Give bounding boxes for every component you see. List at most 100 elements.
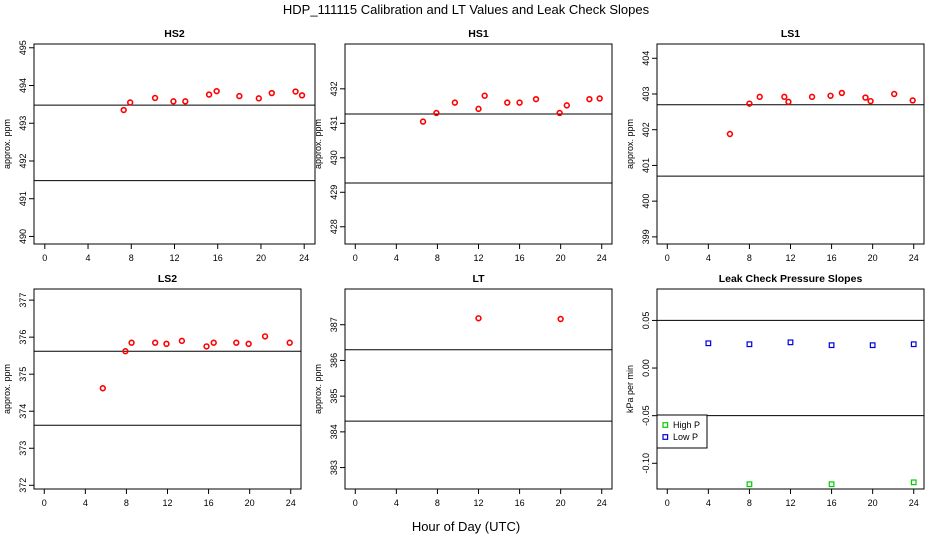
x-tick-label: 24 <box>286 498 296 508</box>
x-tick-label: 20 <box>868 253 878 263</box>
data-point <box>808 93 816 101</box>
y-tick-label: 403 <box>641 86 651 101</box>
x-tick-label: 0 <box>665 498 670 508</box>
data-point <box>245 340 252 348</box>
x-tick-label: 4 <box>83 498 88 508</box>
legend-label: High P <box>673 420 700 430</box>
y-tick-label: 385 <box>329 389 339 404</box>
x-tick-label: 0 <box>42 498 47 508</box>
data-point <box>292 88 299 95</box>
data-point <box>151 94 159 102</box>
y-tick-label: 429 <box>329 185 339 200</box>
panels: HS2 approx. ppm 0 4 8 12 16 20 24 490 491 492 493 494… <box>2 28 925 508</box>
data-point <box>910 341 917 348</box>
data-point <box>746 341 753 348</box>
data-point <box>255 95 262 102</box>
x-tick-label: 20 <box>556 253 566 263</box>
x-tick-label: 24 <box>909 253 919 263</box>
panel-title: LS1 <box>781 28 800 40</box>
data-point <box>182 98 189 105</box>
data-point <box>122 348 129 355</box>
y-tick-label: 373 <box>18 441 28 456</box>
x-tick-label: 24 <box>597 253 607 263</box>
data-point <box>233 339 240 346</box>
data-point <box>563 102 571 109</box>
y-tick-label: 384 <box>329 424 339 439</box>
data-point <box>475 315 482 322</box>
x-tick-label: 20 <box>245 498 255 508</box>
y-tick-label: 374 <box>18 404 28 419</box>
data-point <box>205 91 213 98</box>
x-tick-label: 4 <box>706 253 711 263</box>
data-point <box>286 339 293 346</box>
data-point <box>557 315 564 323</box>
plot-frame <box>33 43 316 245</box>
data-point <box>838 89 846 97</box>
figure-title: HDP_111115 Calibration and LT Values and… <box>283 2 650 17</box>
panel-title: HS2 <box>164 28 185 40</box>
data-point <box>433 109 440 117</box>
data-point <box>867 97 874 105</box>
plot-frame <box>656 288 925 490</box>
plot-frame <box>656 43 925 245</box>
y-tick-label: 404 <box>641 51 651 66</box>
y-tick-label: -0.10 <box>641 453 651 474</box>
x-tick-label: 0 <box>42 253 47 263</box>
data-point <box>556 109 563 117</box>
y-tick-label: 375 <box>18 367 28 382</box>
y-tick-label: 491 <box>18 191 28 206</box>
panel-hs1: HS1 approx. ppm 0 4 8 12 16 20 24 428 429 430 431 432 <box>313 28 613 263</box>
x-tick-label: 8 <box>124 498 129 508</box>
y-axis-label: approx. ppm <box>2 119 12 169</box>
x-tick-label: 4 <box>86 253 91 263</box>
x-tick-label: 8 <box>747 253 752 263</box>
y-axis-label: approx. ppm <box>313 364 323 414</box>
legend-box <box>656 414 708 449</box>
data-point <box>475 105 482 113</box>
data-point <box>516 99 523 106</box>
x-tick-label: 12 <box>785 498 795 508</box>
x-tick-label: 8 <box>129 253 134 263</box>
y-tick-label: 428 <box>329 219 339 234</box>
data-point <box>909 97 916 104</box>
panel-title: LS2 <box>158 273 177 285</box>
figure-x-axis-label: Hour of Day (UTC) <box>412 519 520 534</box>
y-tick-label: 383 <box>329 460 339 475</box>
x-tick-label: 24 <box>299 253 309 263</box>
panel-hs2: HS2 approx. ppm 0 4 8 12 16 20 24 490 491 492 493 494… <box>2 28 316 263</box>
y-tick-label: 493 <box>18 116 28 131</box>
data-point <box>746 481 753 488</box>
x-tick-label: 0 <box>665 253 670 263</box>
legend-label: Low P <box>673 432 698 442</box>
x-tick-label: 8 <box>435 498 440 508</box>
data-point <box>746 100 753 107</box>
x-tick-label: 20 <box>868 498 878 508</box>
y-tick-label: 492 <box>18 153 28 168</box>
data-point <box>419 118 427 125</box>
data-point <box>128 339 135 346</box>
y-tick-label: 400 <box>641 194 651 209</box>
x-tick-label: 8 <box>435 253 440 263</box>
data-point <box>481 92 488 99</box>
panel-leak: Leak Check Pressure Slopes kPa per min 0 4 8… <box>625 273 925 508</box>
y-axis-label: approx. ppm <box>2 364 12 414</box>
x-tick-label: 16 <box>204 498 214 508</box>
x-tick-label: 12 <box>473 253 483 263</box>
data-point <box>596 95 603 102</box>
y-tick-label: 402 <box>641 122 651 137</box>
x-tick-label: 4 <box>394 498 399 508</box>
data-point <box>910 479 917 486</box>
data-point <box>451 99 459 106</box>
data-point <box>787 339 794 346</box>
data-point <box>178 337 186 345</box>
y-tick-label: 386 <box>329 353 339 368</box>
panel-ls2: LS2 approx. ppm 0 4 8 12 16 20 24 372 373 374 375 376… <box>2 273 302 508</box>
panel-title: LT <box>472 273 485 285</box>
data-point <box>151 339 159 346</box>
panel-title: Leak Check Pressure Slopes <box>719 273 863 285</box>
panel-lt: LT approx. ppm 0 4 8 12 16 20 24 383 384 385 386 387 <box>313 273 613 508</box>
data-point <box>213 87 220 95</box>
x-tick-label: 0 <box>353 498 358 508</box>
x-tick-label: 24 <box>909 498 919 508</box>
